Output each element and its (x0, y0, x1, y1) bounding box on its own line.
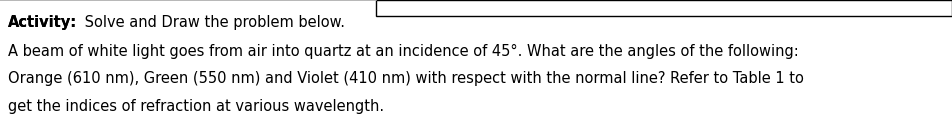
Text: Activity: Solve and Draw the problem below.: Activity: Solve and Draw the problem bel… (8, 15, 331, 30)
Text: Activity:: Activity: (8, 15, 77, 30)
Text: Orange (610 nm), Green (550 nm) and Violet (410 nm) with respect with the normal: Orange (610 nm), Green (550 nm) and Viol… (8, 71, 803, 86)
FancyBboxPatch shape (376, 0, 952, 16)
Text: A beam of white light goes from air into quartz at an incidence of 45°. What are: A beam of white light goes from air into… (8, 44, 799, 59)
Text: Solve and Draw the problem below.: Solve and Draw the problem below. (80, 15, 345, 30)
Text: Activity:: Activity: (8, 15, 77, 30)
Text: get the indices of refraction at various wavelength.: get the indices of refraction at various… (8, 99, 384, 114)
